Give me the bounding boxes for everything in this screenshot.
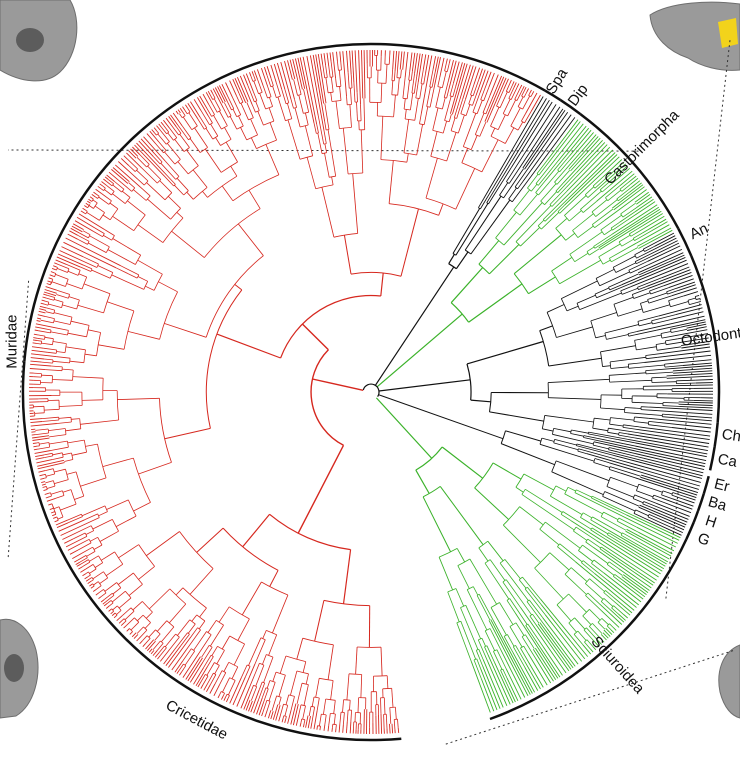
ring-an bbox=[677, 228, 693, 257]
clade-label-octodontoidea: Octodontoidea bbox=[680, 319, 740, 350]
ring-ba bbox=[696, 493, 705, 512]
ring-castorimorpha bbox=[579, 113, 680, 230]
tree-stem-5 bbox=[375, 397, 433, 459]
clade-label-g: G bbox=[695, 530, 712, 550]
leader-lines bbox=[7, 39, 736, 745]
tree-stem-2 bbox=[376, 313, 463, 388]
clade-label-ba: Ba bbox=[706, 493, 729, 515]
skull-top-left-icon bbox=[0, 0, 78, 82]
ring-cricetidae bbox=[21, 361, 402, 742]
clade-label-muridae: Muridae bbox=[3, 314, 20, 368]
ring-octodontoidea bbox=[690, 255, 721, 423]
clade-labels: MuridaeCricetidaeSpaDipCastorimorphaAnOc… bbox=[3, 65, 740, 743]
clade-subtree-1 bbox=[448, 96, 576, 270]
leader-line-3 bbox=[445, 649, 736, 745]
phylogeny-tree bbox=[28, 49, 714, 735]
clade-label-cricetidae: Cricetidae bbox=[163, 697, 231, 744]
ring-ch bbox=[713, 422, 719, 447]
tip-ring bbox=[21, 42, 721, 742]
skull-bottom-right-icon bbox=[718, 644, 740, 719]
clade-subtree-3 bbox=[466, 232, 714, 474]
ring-spa bbox=[544, 89, 562, 102]
clade-label-h: H bbox=[703, 512, 719, 532]
edge-skull-images bbox=[0, 0, 740, 719]
leader-line-1 bbox=[665, 39, 731, 599]
clade-subtree-2 bbox=[450, 119, 673, 323]
tree-stem-0 bbox=[312, 378, 364, 391]
ring-h bbox=[692, 510, 700, 523]
ring-sciuroidea bbox=[489, 538, 688, 721]
tree-stem-1 bbox=[374, 266, 455, 386]
clade-label-castorimorpha: Castorimorpha bbox=[601, 106, 683, 188]
clade-label-ca: Ca bbox=[716, 451, 738, 471]
clade-subtree-0 bbox=[28, 49, 541, 735]
clade-subtree-4 bbox=[500, 430, 703, 536]
clade-label-ch: Ch bbox=[721, 426, 740, 446]
ring-muridae bbox=[23, 42, 546, 362]
ring-ca bbox=[708, 446, 716, 471]
skull-bottom-left-icon bbox=[0, 618, 39, 719]
ring-g bbox=[685, 521, 695, 540]
ring-dip bbox=[559, 99, 582, 116]
root-arc bbox=[362, 383, 380, 397]
leader-line-2 bbox=[7, 280, 30, 561]
clade-label-an: An bbox=[687, 220, 711, 243]
clade-subtree-5 bbox=[415, 446, 681, 713]
skull-top-right-icon bbox=[649, 1, 740, 71]
clade-label-er: Er bbox=[712, 475, 731, 495]
tree-stem-3 bbox=[378, 379, 471, 392]
ring-er bbox=[702, 475, 710, 495]
leader-line-0 bbox=[7, 149, 639, 152]
tree-stem-4 bbox=[378, 394, 504, 440]
